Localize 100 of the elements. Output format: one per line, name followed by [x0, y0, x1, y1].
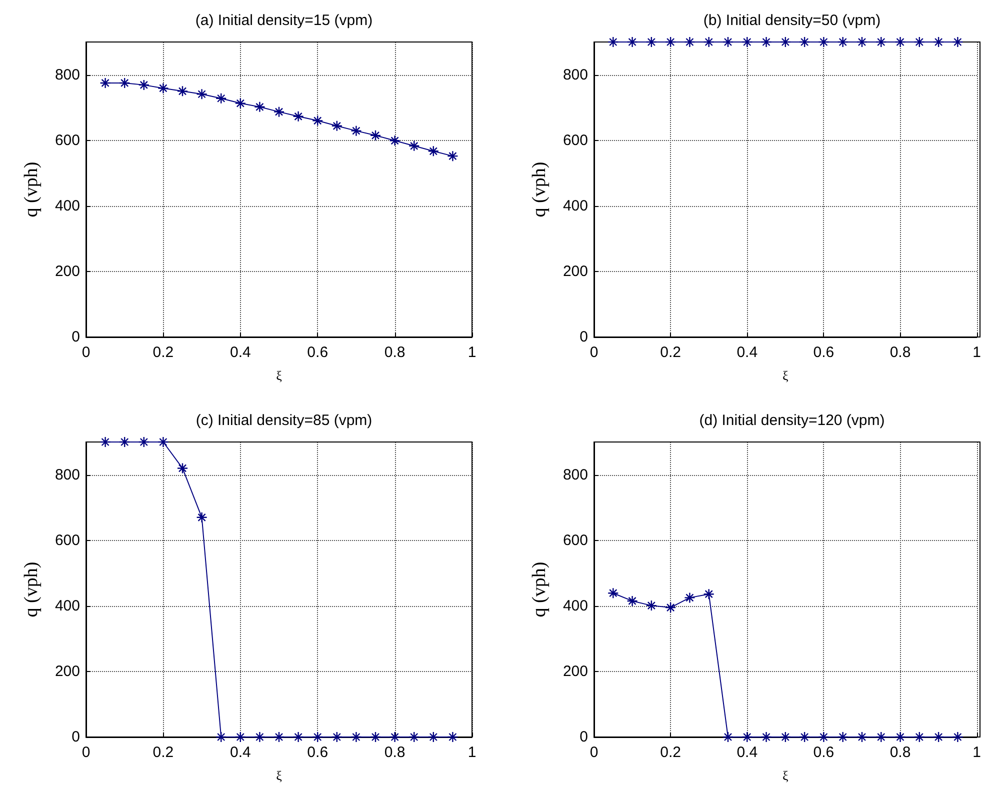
- point: [626, 595, 638, 607]
- point: [196, 88, 208, 100]
- point: [447, 731, 458, 743]
- point: [932, 731, 944, 743]
- point: [876, 731, 887, 743]
- point: [894, 731, 906, 743]
- point: [389, 135, 400, 146]
- chart-title: (a) Initial density=15 (vpm): [195, 12, 373, 29]
- point: [234, 731, 246, 743]
- point: [119, 77, 130, 89]
- point: [176, 86, 188, 97]
- y-tick-label: 600: [54, 132, 80, 149]
- x-tick-label: 0.6: [813, 344, 834, 361]
- y-tick-label: 600: [562, 532, 588, 549]
- point: [608, 588, 619, 599]
- point: [742, 731, 753, 743]
- point: [312, 731, 324, 743]
- point: [428, 146, 439, 157]
- point: [234, 98, 246, 109]
- point: [254, 101, 266, 112]
- y-tick-label: 0: [72, 728, 80, 746]
- y-tick-label: 800: [562, 66, 588, 84]
- x-tick-label: 0.8: [384, 744, 406, 761]
- y-tick-label: 800: [54, 66, 80, 84]
- point: [722, 731, 734, 743]
- point: [273, 731, 285, 743]
- point: [952, 731, 964, 743]
- point: [646, 600, 658, 612]
- y-axis-title: q (vph): [529, 162, 550, 218]
- point: [408, 731, 420, 743]
- x-tick-label: 0.4: [736, 344, 758, 361]
- x-tick-label: 0.2: [660, 744, 681, 761]
- y-tick-label: 200: [54, 262, 80, 280]
- point: [798, 731, 810, 743]
- point: [428, 731, 439, 743]
- point: [176, 462, 188, 474]
- x-axis-title: ξ: [276, 368, 282, 383]
- x-tick-label: 0.6: [307, 344, 328, 361]
- point: [914, 731, 926, 743]
- x-tick-label: 1: [972, 344, 981, 361]
- point: [780, 731, 792, 743]
- y-tick-label: 600: [562, 132, 588, 149]
- point: [292, 110, 304, 122]
- x-tick-label: 0.4: [230, 744, 251, 761]
- point: [389, 731, 400, 743]
- point: [100, 436, 111, 448]
- point: [119, 436, 130, 448]
- point: [447, 150, 458, 162]
- point: [331, 731, 342, 743]
- y-tick-label: 800: [562, 466, 588, 484]
- chart-title: (d) Initial density=120 (vpm): [699, 412, 885, 429]
- y-tick-label: 200: [562, 662, 588, 680]
- x-tick-label: 0.2: [152, 344, 174, 361]
- y-axis-title: q (vph): [529, 562, 550, 618]
- point: [331, 120, 342, 132]
- y-tick-label: 200: [562, 262, 588, 280]
- x-axis-title: ξ: [782, 368, 789, 383]
- y-tick-label: 800: [54, 466, 80, 484]
- x-tick-label: 0.2: [152, 744, 174, 761]
- point: [408, 140, 420, 152]
- y-tick-label: 600: [54, 532, 80, 549]
- y-tick-label: 400: [562, 197, 588, 214]
- x-tick-label: 1: [972, 744, 981, 761]
- point: [292, 731, 304, 743]
- point: [273, 106, 285, 118]
- x-tick-label: 0.8: [384, 344, 406, 361]
- x-tick-label: 0.4: [736, 744, 758, 761]
- point: [158, 436, 169, 448]
- point: [370, 731, 382, 743]
- x-tick-label: 0.6: [813, 744, 834, 761]
- point: [216, 731, 227, 743]
- y-axis-title: q (vph): [21, 162, 42, 218]
- point: [664, 602, 676, 614]
- y-tick-label: 400: [54, 597, 80, 614]
- point: [100, 77, 111, 89]
- point: [138, 436, 150, 448]
- point: [254, 731, 266, 743]
- point: [818, 731, 830, 743]
- y-tick-label: 0: [72, 328, 80, 346]
- point: [216, 92, 227, 104]
- y-tick-label: 400: [562, 597, 588, 614]
- x-axis-title: ξ: [782, 768, 789, 783]
- chart-title: (c) Initial density=85 (vpm): [196, 412, 372, 429]
- point: [196, 512, 208, 523]
- point: [837, 731, 848, 743]
- point: [703, 588, 714, 600]
- point: [684, 592, 696, 604]
- point: [312, 115, 324, 126]
- point: [856, 731, 868, 743]
- y-tick-label: 200: [54, 662, 80, 680]
- point: [138, 79, 150, 91]
- point: [158, 82, 169, 94]
- x-tick-label: 0.8: [890, 344, 911, 361]
- x-tick-label: 0.2: [660, 344, 681, 361]
- y-tick-label: 0: [580, 328, 588, 346]
- x-tick-label: 0.6: [307, 744, 328, 761]
- y-tick-label: 0: [580, 728, 588, 746]
- y-tick-label: 400: [54, 197, 80, 214]
- point: [350, 731, 362, 743]
- chart-title: (b) Initial density=50 (vpm): [703, 12, 881, 29]
